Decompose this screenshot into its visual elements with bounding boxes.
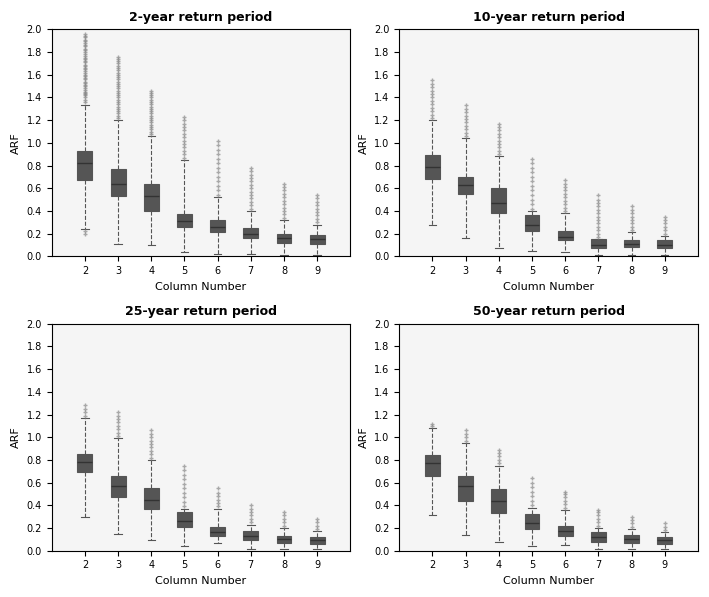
PathPatch shape: [310, 235, 325, 244]
PathPatch shape: [111, 476, 125, 497]
Y-axis label: ARF: ARF: [11, 426, 21, 448]
PathPatch shape: [243, 228, 258, 238]
PathPatch shape: [425, 456, 440, 476]
PathPatch shape: [77, 151, 92, 180]
PathPatch shape: [277, 536, 291, 543]
PathPatch shape: [558, 231, 573, 241]
X-axis label: Column Number: Column Number: [155, 576, 247, 586]
PathPatch shape: [111, 169, 125, 196]
PathPatch shape: [624, 535, 639, 543]
X-axis label: Column Number: Column Number: [503, 576, 594, 586]
Title: 25-year return period: 25-year return period: [125, 306, 277, 318]
PathPatch shape: [657, 537, 672, 544]
PathPatch shape: [491, 490, 506, 513]
PathPatch shape: [624, 241, 639, 247]
PathPatch shape: [657, 241, 672, 248]
PathPatch shape: [144, 488, 159, 509]
Title: 10-year return period: 10-year return period: [473, 11, 625, 24]
Y-axis label: ARF: ARF: [359, 132, 369, 154]
Y-axis label: ARF: ARF: [359, 426, 369, 448]
Title: 50-year return period: 50-year return period: [473, 306, 625, 318]
PathPatch shape: [144, 184, 159, 211]
PathPatch shape: [210, 527, 225, 536]
PathPatch shape: [558, 526, 573, 536]
Title: 2-year return period: 2-year return period: [130, 11, 273, 24]
PathPatch shape: [177, 214, 192, 227]
PathPatch shape: [243, 531, 258, 540]
PathPatch shape: [525, 216, 540, 231]
PathPatch shape: [425, 155, 440, 179]
PathPatch shape: [458, 177, 473, 194]
PathPatch shape: [458, 476, 473, 501]
PathPatch shape: [591, 239, 605, 248]
PathPatch shape: [77, 454, 92, 472]
Y-axis label: ARF: ARF: [11, 132, 21, 154]
X-axis label: Column Number: Column Number: [155, 282, 247, 291]
PathPatch shape: [525, 515, 540, 529]
PathPatch shape: [491, 188, 506, 213]
PathPatch shape: [310, 537, 325, 544]
X-axis label: Column Number: Column Number: [503, 282, 594, 291]
PathPatch shape: [210, 220, 225, 232]
PathPatch shape: [177, 512, 192, 527]
PathPatch shape: [591, 533, 605, 541]
PathPatch shape: [277, 233, 291, 242]
